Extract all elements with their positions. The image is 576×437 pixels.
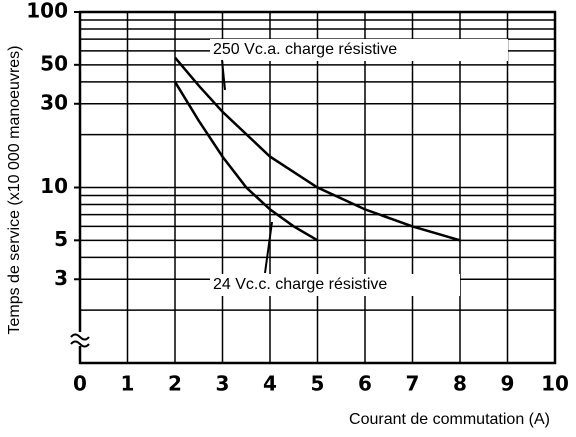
- annotation-arrow: [264, 221, 273, 274]
- x-tick-label: 9: [501, 372, 515, 396]
- series-annotation: 250 Vc.a. charge résistive: [213, 41, 397, 58]
- x-tick-label: 1: [121, 372, 135, 396]
- x-tick-label: 0: [73, 372, 87, 396]
- annotation-arrow: [221, 59, 226, 91]
- x-tick-label: 5: [311, 372, 325, 396]
- axis-break: [70, 333, 90, 348]
- y-tick-label: 100: [26, 0, 68, 23]
- x-tick-label: 4: [263, 372, 277, 396]
- x-axis-label: Courant de commutation (A): [349, 411, 550, 428]
- y-tick-label: 50: [40, 51, 68, 75]
- x-tick-label: 10: [541, 372, 569, 396]
- x-tick-label: 7: [406, 372, 420, 396]
- y-tick-label: 30: [40, 90, 68, 114]
- x-tick-label: 8: [453, 372, 467, 396]
- annotation-bg: [210, 274, 460, 296]
- series-annotation: 24 Vc.c. charge résistive: [213, 276, 387, 293]
- y-tick-label: 10: [40, 174, 68, 198]
- series-line: [173, 81, 319, 242]
- series-line: [174, 56, 461, 242]
- y-tick-label: 5: [54, 227, 68, 251]
- y-axis-label: Temps de service (x10 000 manoeuvres): [6, 45, 23, 334]
- x-tick-label: 3: [216, 372, 230, 396]
- annotation-bg: [210, 39, 508, 61]
- x-tick-label: 6: [358, 372, 372, 396]
- y-tick-label: 3: [54, 266, 68, 290]
- plot-frame: [78, 10, 557, 365]
- x-tick-label: 2: [168, 372, 182, 396]
